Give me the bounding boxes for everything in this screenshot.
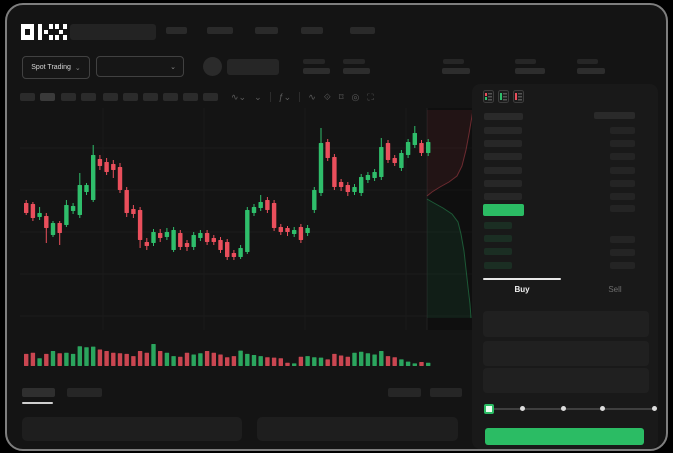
orderbook-combined-icon[interactable]: [483, 90, 494, 103]
last-price-highlight: [483, 204, 524, 216]
depth-row: [610, 167, 635, 174]
settings-icon[interactable]: ◎: [351, 91, 360, 102]
buy-tab-indicator: [483, 278, 561, 280]
buy-button[interactable]: [485, 428, 644, 445]
ticker-stat-label: [343, 59, 365, 64]
ticker-stat-value: [577, 68, 605, 74]
timeframe-button[interactable]: [203, 93, 218, 101]
depth-row: [610, 153, 635, 160]
bottom-tab-active[interactable]: [22, 388, 55, 397]
fullscreen-icon[interactable]: ⛶: [367, 91, 374, 102]
toolbar-divider: [269, 92, 271, 102]
depth-row: [610, 127, 635, 134]
coin-avatar: [203, 57, 222, 76]
snapshot-icon[interactable]: ⌑: [338, 91, 344, 102]
toolbar-divider: [299, 92, 301, 102]
pair-selector-dropdown[interactable]: ⌄: [96, 56, 184, 77]
ticker-stat-label: [303, 59, 325, 64]
ticker-stat-label: [443, 59, 464, 64]
ask-row: [484, 127, 522, 134]
chevron-down-icon: ⌄: [170, 63, 176, 71]
slider-handle[interactable]: [484, 404, 494, 414]
timeframe-button[interactable]: [61, 93, 76, 101]
timeframe-button[interactable]: [163, 93, 178, 101]
ticker-stat-label: [515, 59, 536, 64]
depth-row: [610, 262, 635, 269]
interval-chevron-icon[interactable]: ⌄: [254, 91, 262, 102]
bottom-tab-indicator: [22, 402, 53, 404]
nav-item-placeholder[interactable]: [166, 27, 187, 34]
bottom-tab[interactable]: [388, 388, 421, 397]
bid-row: [484, 235, 512, 242]
chart-toolbar: ∿⌄ ⌄ ƒ⌄ ∿ ⟐ ⌑ ◎ ⛶: [231, 90, 374, 104]
okx-logo: [21, 24, 67, 40]
orders-panel-placeholder: [22, 417, 242, 441]
total-input-placeholder[interactable]: [483, 368, 649, 393]
ask-row: [484, 180, 522, 187]
ticker-stat-value: [515, 68, 545, 74]
bottom-tab[interactable]: [67, 388, 102, 397]
ticker-stat-value: [303, 68, 330, 74]
indicators-icon[interactable]: ƒ⌄: [278, 91, 292, 102]
slider-track[interactable]: [489, 408, 655, 410]
orderbook-header-left: [484, 113, 523, 120]
bid-row: [484, 222, 512, 229]
depth-row: [610, 193, 635, 200]
nav-item-placeholder[interactable]: [207, 27, 233, 34]
depth-row: [610, 236, 635, 243]
orderbook-header-right: [594, 112, 635, 119]
price-input-placeholder[interactable]: [483, 311, 649, 337]
timeframe-button[interactable]: [40, 93, 55, 101]
orderbook-trade-panel: Buy Sell: [472, 84, 658, 449]
timeframe-button[interactable]: [81, 93, 96, 101]
app-window: Spot Trading ⌄ ⌄ ∿⌄ ⌄ ƒ⌄ ∿ ⟐ ⌑ ◎ ⛶: [5, 3, 668, 451]
candle-style-icon[interactable]: ∿⌄: [231, 91, 247, 102]
chevron-down-icon: ⌄: [74, 64, 81, 72]
orderbook-bids-icon[interactable]: [498, 90, 509, 103]
timeframe-button[interactable]: [20, 93, 35, 101]
ask-row: [484, 193, 522, 200]
nav-item-placeholder[interactable]: [301, 27, 323, 34]
nav-item-placeholder[interactable]: [350, 27, 375, 34]
ticker-stat-value: [343, 68, 370, 74]
line-tools-icon[interactable]: ∿: [308, 91, 316, 102]
bid-row: [484, 248, 512, 255]
tab-buy[interactable]: Buy: [514, 285, 530, 294]
global-search-placeholder[interactable]: [70, 24, 156, 40]
market-type-label: Spot Trading: [31, 64, 71, 71]
candlestick-chart[interactable]: [20, 108, 478, 368]
slider-tick[interactable]: [600, 406, 605, 411]
orderbook-asks-icon[interactable]: [513, 90, 524, 103]
depth-row: [610, 205, 635, 212]
nav-item-placeholder[interactable]: [255, 27, 278, 34]
market-type-selector[interactable]: Spot Trading ⌄: [22, 56, 90, 79]
tab-sell[interactable]: Sell: [608, 285, 622, 294]
bid-row: [484, 262, 512, 269]
depth-row: [610, 140, 635, 147]
depth-row: [610, 180, 635, 187]
slider-tick[interactable]: [652, 406, 657, 411]
slider-tick[interactable]: [520, 406, 525, 411]
timeframe-button[interactable]: [183, 93, 198, 101]
bottom-tab[interactable]: [430, 388, 462, 397]
timeframe-button[interactable]: [103, 93, 118, 101]
timeframe-button[interactable]: [123, 93, 138, 101]
amount-input-placeholder[interactable]: [483, 341, 649, 366]
objects-icon[interactable]: ⟐: [323, 91, 331, 102]
orders-panel-placeholder: [257, 417, 458, 441]
slider-tick[interactable]: [561, 406, 566, 411]
ticker-stat-value: [442, 68, 470, 74]
depth-row: [610, 249, 635, 256]
ask-row: [484, 153, 522, 160]
ask-row: [484, 140, 522, 147]
ask-row: [484, 167, 522, 174]
ticker-stat-label: [577, 59, 598, 64]
pair-name-placeholder[interactable]: [227, 59, 279, 75]
timeframe-button[interactable]: [143, 93, 158, 101]
